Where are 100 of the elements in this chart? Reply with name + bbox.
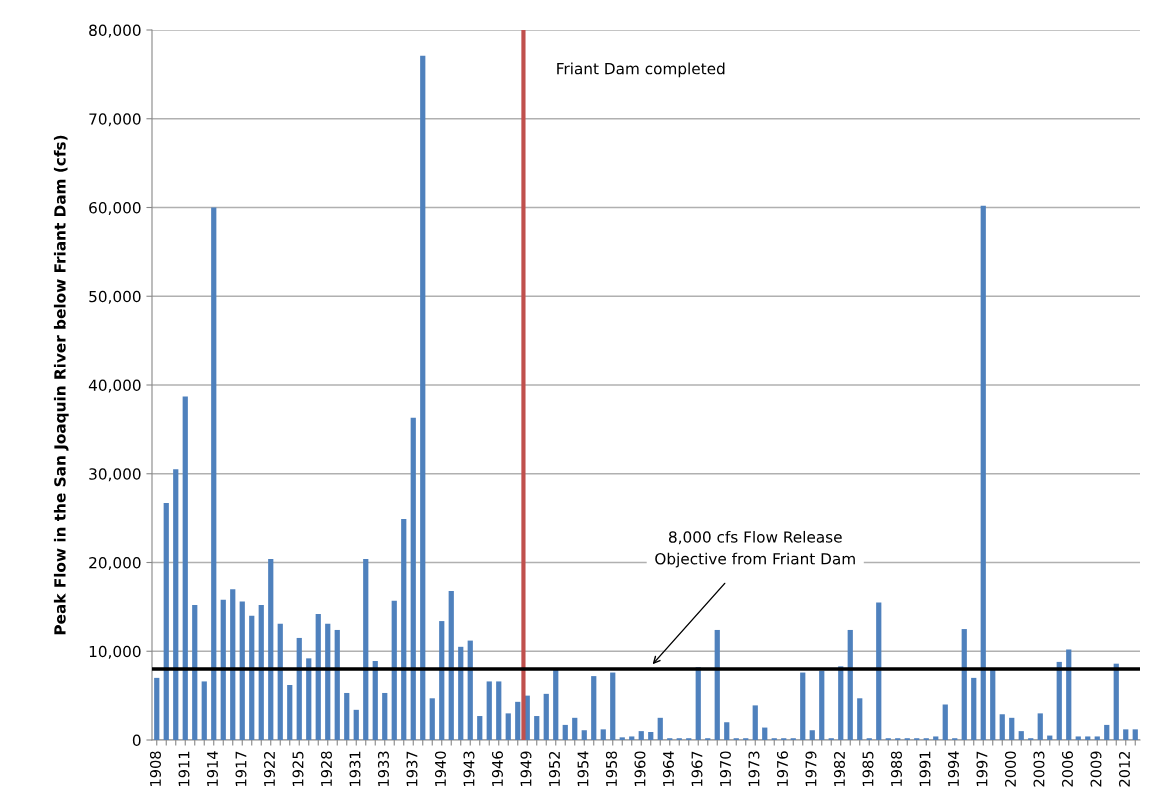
bar <box>249 615 255 740</box>
bar <box>1104 724 1110 740</box>
bar <box>220 599 226 740</box>
x-tick-label: 1988 <box>890 751 902 786</box>
ref-line-label: 8,000 cfs Flow Release Objective from Friant Dam <box>655 530 855 568</box>
bar <box>980 205 986 740</box>
x-tick-label: 1958 <box>605 751 617 786</box>
x-tick-label: 1922 <box>263 751 275 786</box>
bar <box>819 670 825 740</box>
bar <box>1085 736 1091 740</box>
bar <box>990 669 996 740</box>
bar <box>961 629 967 740</box>
bar <box>553 669 559 740</box>
bar <box>838 666 844 740</box>
x-tick-label: 1997 <box>976 751 988 786</box>
bar <box>315 613 321 740</box>
bar <box>581 730 587 740</box>
x-tick-label: 1914 <box>206 751 218 786</box>
bar <box>648 732 654 740</box>
bar <box>391 600 397 740</box>
bar <box>420 55 426 740</box>
bar <box>306 658 312 740</box>
x-tick-label: 1979 <box>805 751 817 786</box>
x-tick-label: 2000 <box>1004 751 1016 787</box>
bar <box>800 672 806 740</box>
bar <box>344 692 350 740</box>
bar <box>439 621 445 740</box>
y-tick-label: 20,000 <box>89 556 141 571</box>
bar <box>1075 736 1081 740</box>
bar <box>268 558 274 740</box>
bar <box>382 692 388 740</box>
x-tick-label: 1994 <box>947 751 959 786</box>
bar <box>657 717 663 740</box>
bar <box>562 724 568 740</box>
bar <box>182 396 188 740</box>
bar <box>325 623 331 740</box>
bar <box>572 717 578 740</box>
x-tick-label: 1908 <box>149 751 161 786</box>
bar <box>1018 731 1024 740</box>
bar <box>163 503 169 740</box>
bar <box>258 605 264 740</box>
x-tick-label: 1949 <box>520 751 532 786</box>
x-tick-label: 1976 <box>776 751 788 786</box>
x-tick-label: 1925 <box>292 751 304 786</box>
x-tick-label: 1917 <box>235 751 247 786</box>
bar <box>876 602 882 740</box>
x-tick-label: 1954 <box>577 751 589 786</box>
ref-line-label: Friant Dam completed <box>557 62 725 78</box>
bar <box>600 729 606 740</box>
bar <box>752 705 758 740</box>
y-tick-label: 30,000 <box>89 468 141 482</box>
x-tick-label: 1960 <box>634 751 646 786</box>
y-tick-label: 60,000 <box>89 201 141 216</box>
bar <box>505 713 511 740</box>
x-tick-label: 1943 <box>463 751 475 786</box>
x-tick-label: 1991 <box>919 751 931 786</box>
y-tick-label: 0 <box>132 734 141 747</box>
y-axis-title: Peak Flow in the San Joaquin River below Friant Dam (cfs) <box>53 135 69 635</box>
x-tick-label: 1970 <box>719 751 731 786</box>
x-tick-label: 1973 <box>748 751 760 786</box>
bar <box>629 736 635 740</box>
bar <box>857 698 863 740</box>
x-tick-label: 1931 <box>349 751 361 786</box>
x-tick-label: 1928 <box>320 751 332 786</box>
bar <box>638 731 644 740</box>
bar <box>277 623 283 740</box>
y-tick-label: 10,000 <box>89 645 141 659</box>
x-tick-label: 2012 <box>1118 751 1130 787</box>
bar <box>515 701 521 740</box>
bar <box>448 590 454 740</box>
bar <box>296 637 302 740</box>
bar <box>971 677 977 740</box>
y-tick-label: 80,000 <box>89 24 141 38</box>
bar <box>192 605 198 740</box>
x-tick-label: 1982 <box>833 751 845 786</box>
bar <box>211 207 217 740</box>
bar <box>173 469 179 740</box>
bar <box>847 629 853 740</box>
bar <box>619 737 625 740</box>
bar <box>762 727 768 740</box>
bar <box>467 640 473 740</box>
bar <box>154 677 160 740</box>
bar <box>610 672 616 740</box>
bar <box>429 698 435 740</box>
bar <box>410 417 416 740</box>
x-tick-label: 2009 <box>1090 751 1102 787</box>
bar <box>714 629 720 740</box>
bar <box>543 693 549 740</box>
x-tick-label: 1911 <box>178 751 190 786</box>
x-tick-label: 1933 <box>377 751 389 786</box>
y-tick-label: 50,000 <box>89 290 141 304</box>
bar <box>401 519 407 740</box>
bar <box>372 661 378 740</box>
bar <box>363 558 369 740</box>
bar <box>1009 717 1015 740</box>
bar <box>477 716 483 740</box>
bar <box>1132 729 1138 740</box>
bar <box>458 646 464 740</box>
x-tick-label: 1967 <box>691 751 703 786</box>
x-tick-label: 2003 <box>1033 751 1045 787</box>
